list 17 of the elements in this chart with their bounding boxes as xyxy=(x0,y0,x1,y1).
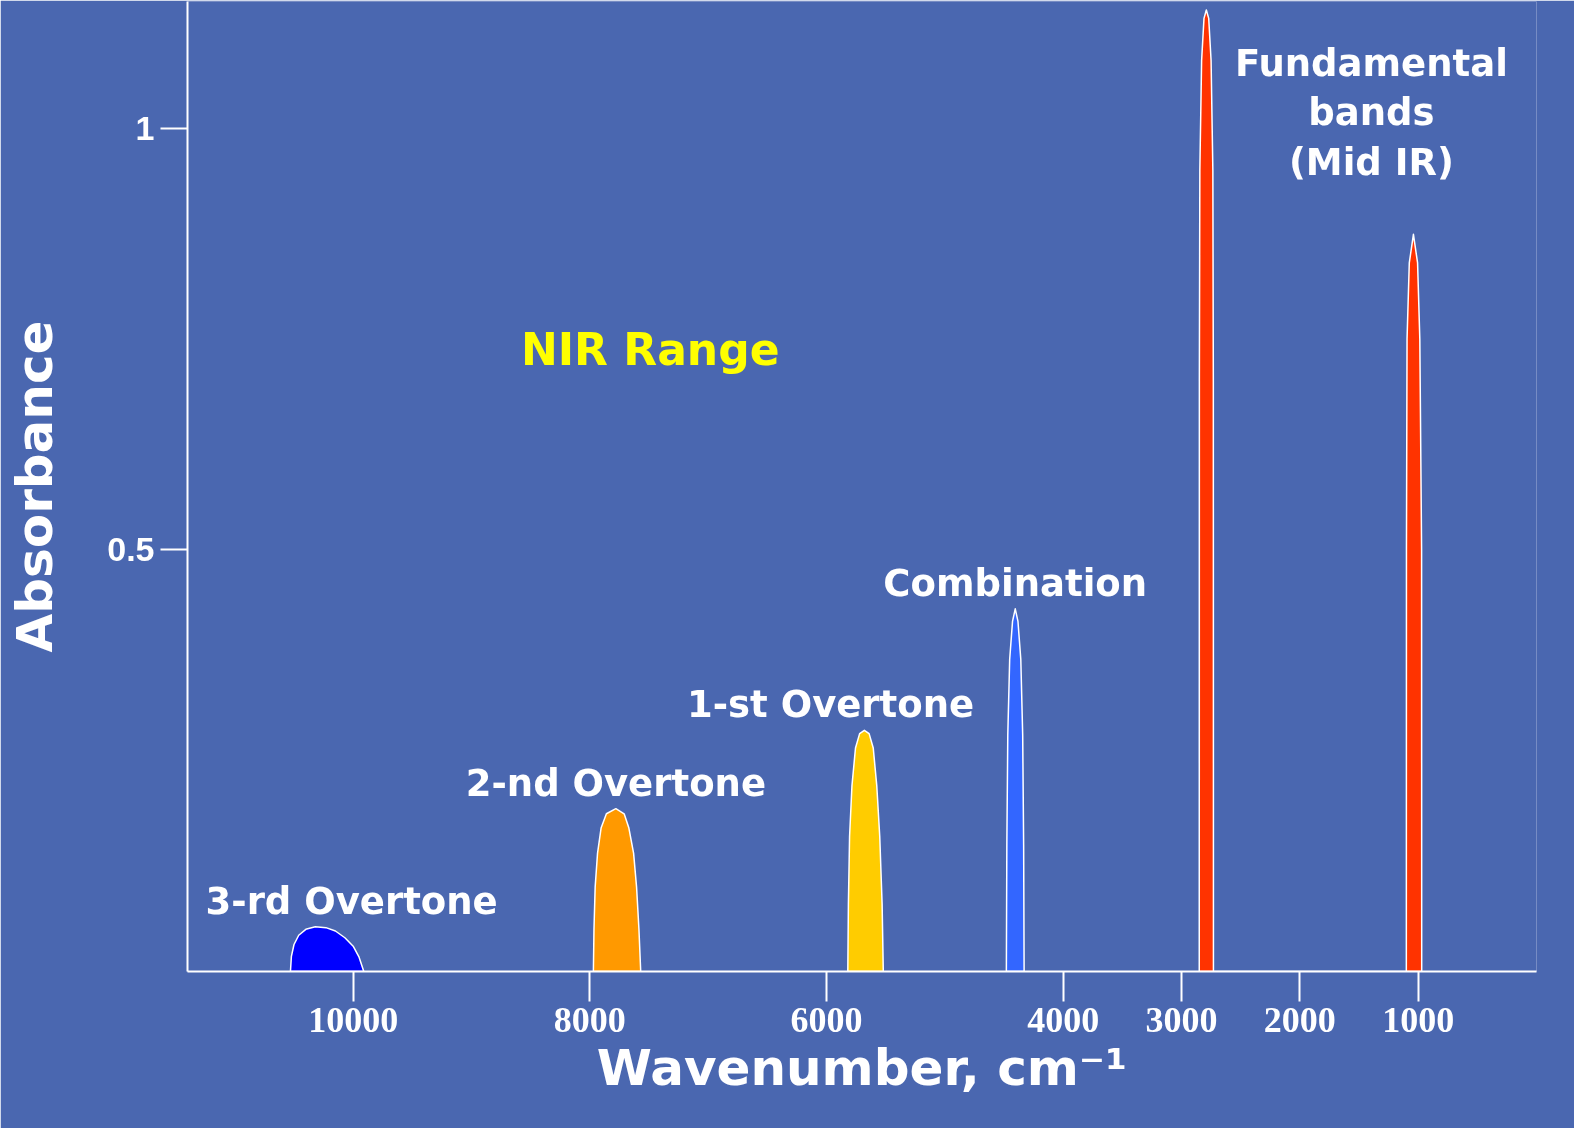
series-label: Fundamental bands (Mid IR) xyxy=(1234,41,1508,185)
x-tick-label: 2000 xyxy=(1263,999,1336,1040)
x-tick-label: 1000 xyxy=(1382,999,1455,1040)
x-axis-title: Wavenumber, cm⁻¹ xyxy=(596,1038,1128,1097)
x-tick-label: 6000 xyxy=(790,999,863,1040)
x-tick-label: 3000 xyxy=(1145,999,1218,1040)
y-tick-label: 0.5 xyxy=(107,530,155,569)
y-axis-title: Absorbance xyxy=(6,320,65,653)
y-tick-label: 1 xyxy=(135,108,155,147)
series-label: 3-rd Overtone xyxy=(205,879,498,923)
x-tick-label: 8000 xyxy=(553,999,626,1040)
x-tick-label: 10000 xyxy=(308,999,399,1040)
annotation: NIR Range xyxy=(520,323,780,375)
series-label: Combination xyxy=(883,561,1148,605)
x-tick-label: 4000 xyxy=(1027,999,1100,1040)
series-label: 1-st Overtone xyxy=(687,683,975,727)
series-label: 2-nd Overtone xyxy=(465,761,766,805)
